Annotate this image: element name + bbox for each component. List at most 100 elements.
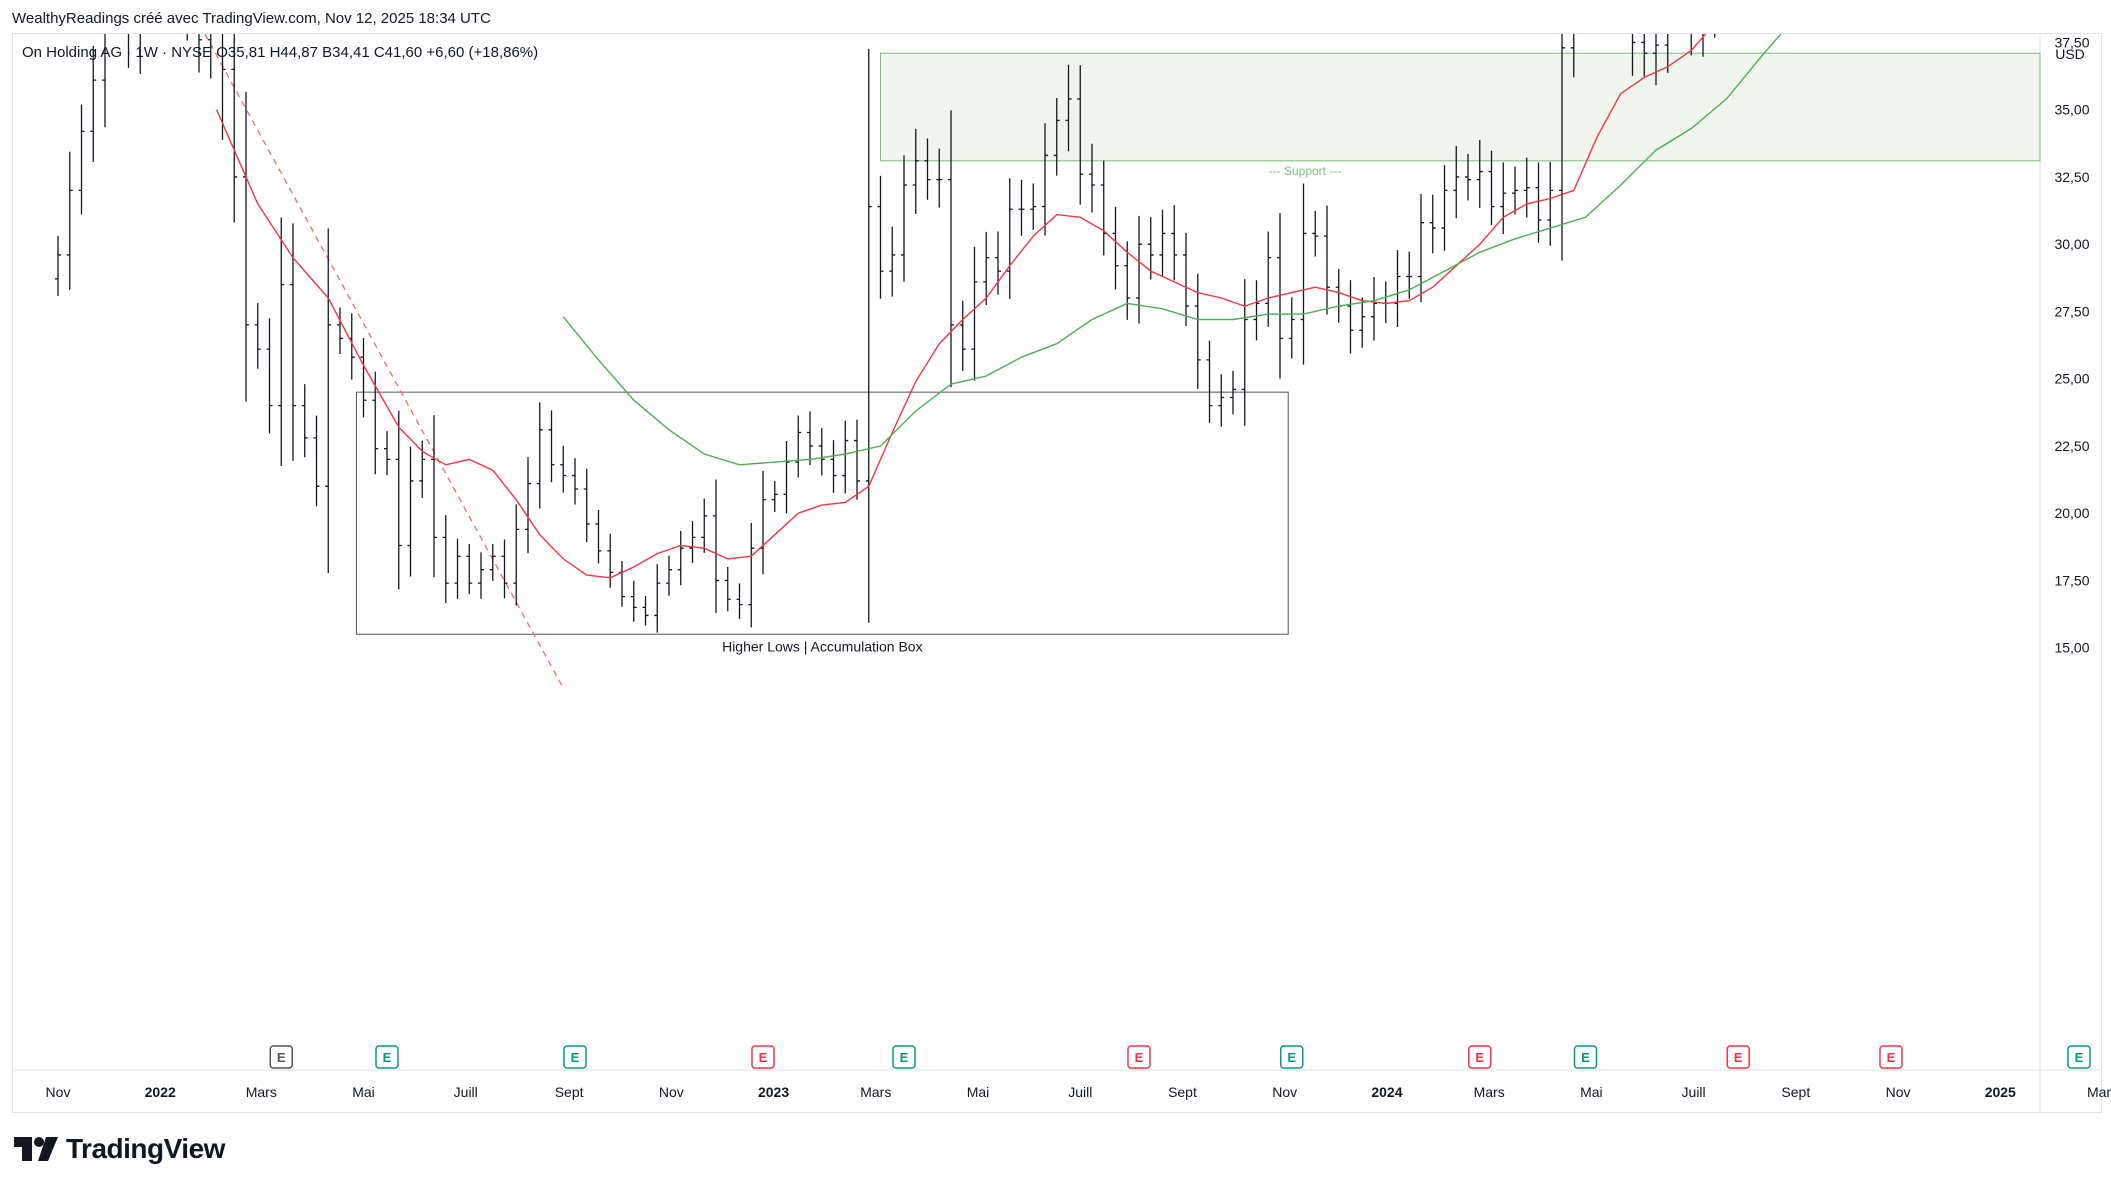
price-bar <box>689 521 696 563</box>
symbol-info: On Holding AG · 1W · NYSE O35,81 H44,87 … <box>22 44 539 61</box>
price-bar <box>1618 0 1624 6</box>
price-bar <box>924 138 931 200</box>
price-bar <box>90 46 97 162</box>
price-bar <box>337 307 343 355</box>
x-tick-label: Juill <box>1682 1084 1706 1100</box>
x-tick-label: Mars <box>246 1084 277 1100</box>
earnings-marker[interactable]: E <box>1573 1045 1598 1069</box>
support-label: --- Support --- <box>1269 164 1342 178</box>
earnings-letter: E <box>1887 1050 1896 1065</box>
price-bar <box>127 34 130 68</box>
earnings-letter: E <box>1734 1050 1743 1065</box>
price-bar <box>1347 280 1354 354</box>
price-bar <box>221 34 226 140</box>
price-bar <box>1065 64 1072 152</box>
x-tick-label: Nov <box>1272 1084 1297 1100</box>
price-bar <box>1583 0 1589 23</box>
price-bar <box>102 34 106 128</box>
x-tick-label: Nov <box>46 1084 71 1100</box>
x-tick-label: Mars <box>860 1084 891 1100</box>
earnings-marker[interactable]: E <box>1127 1045 1151 1069</box>
x-tick-label: Mars <box>2087 1084 2111 1100</box>
earnings-marker[interactable]: E <box>375 1045 399 1069</box>
price-bar <box>1664 34 1669 73</box>
price-bar <box>995 231 1001 295</box>
price-bar <box>1547 161 1554 246</box>
earnings-marker[interactable]: E <box>1726 1045 1750 1069</box>
earnings-icon <box>1280 1045 1304 1069</box>
earnings-marker[interactable]: E <box>563 1045 587 1069</box>
price-bar <box>1690 34 1692 56</box>
price-bar <box>1702 34 1704 57</box>
earnings-letter: E <box>759 1050 768 1065</box>
price-bar <box>360 338 367 418</box>
earnings-marker[interactable]: E <box>1879 1045 1903 1069</box>
price-bar <box>1418 194 1424 303</box>
price-bar <box>1077 65 1084 205</box>
price-bar <box>186 34 188 41</box>
price-bar <box>560 445 567 493</box>
price-bar <box>1406 251 1413 299</box>
earnings-marker[interactable]: E <box>1280 1045 1304 1069</box>
earnings-icon <box>1573 1045 1598 1069</box>
y-tick-label: 35,00 <box>2054 102 2089 118</box>
price-bar <box>278 217 285 467</box>
price-bar <box>583 468 590 543</box>
earnings-marker[interactable]: E <box>1468 1045 1492 1069</box>
earnings-icon <box>751 1045 775 1069</box>
price-bar <box>139 34 141 74</box>
x-tick-label: 2023 <box>758 1084 789 1100</box>
earnings-icon <box>375 1045 399 1069</box>
y-tick-label: 17,50 <box>2054 572 2089 588</box>
price-bar <box>1512 166 1518 215</box>
price-bar <box>865 48 872 623</box>
y-tick-label: 15,00 <box>2054 640 2089 656</box>
price-bar <box>1089 143 1095 213</box>
earnings-letter: E <box>900 1050 909 1065</box>
price-bar <box>760 470 766 575</box>
earnings-icon <box>1468 1045 1492 1069</box>
price-bar <box>936 148 943 208</box>
price-bar <box>1359 297 1366 348</box>
price-bar <box>395 410 402 590</box>
price-bar <box>548 410 555 483</box>
earnings-marker[interactable]: E <box>751 1045 775 1069</box>
price-bar <box>889 226 896 297</box>
y-tick-label: 27,50 <box>2054 303 2089 319</box>
earnings-icon <box>1726 1045 1750 1069</box>
price-bar <box>1253 280 1260 341</box>
price-bar <box>1030 183 1037 230</box>
earnings-icon <box>892 1045 916 1069</box>
price-bar <box>431 415 437 578</box>
earnings-letter: E <box>1135 1050 1144 1065</box>
price-bar <box>748 522 755 628</box>
earnings-marker[interactable]: E <box>2067 1045 2091 1069</box>
price-bar <box>1371 276 1377 341</box>
x-tick-label: Mars <box>1474 1084 1505 1100</box>
price-bar <box>1230 370 1236 415</box>
price-bar <box>1535 162 1542 243</box>
price-bar <box>630 580 637 622</box>
price-bar <box>1641 34 1648 77</box>
price-bar <box>713 479 719 614</box>
price-bar <box>198 34 202 73</box>
tradingview-logo[interactable]: TradingView <box>14 1133 225 1165</box>
price-bar <box>842 420 849 494</box>
earnings-marker[interactable]: E <box>269 1045 293 1069</box>
x-tick-label: 2024 <box>1371 1084 1402 1100</box>
price-bar <box>1559 34 1565 261</box>
price-bar <box>454 538 461 599</box>
accumulation-zone <box>355 391 1289 635</box>
earnings-letter: E <box>1287 1050 1296 1065</box>
x-tick-label: Mai <box>1580 1084 1603 1100</box>
chart-frame[interactable] <box>12 33 2102 1113</box>
ohlc-bars <box>55 0 1716 633</box>
price-bar <box>442 515 449 604</box>
price-bar <box>419 440 426 498</box>
price-bar <box>1714 34 1716 38</box>
earnings-marker[interactable]: E <box>892 1045 916 1069</box>
price-bar <box>854 419 860 500</box>
earnings-icon <box>563 1045 587 1069</box>
price-bar <box>572 458 578 505</box>
